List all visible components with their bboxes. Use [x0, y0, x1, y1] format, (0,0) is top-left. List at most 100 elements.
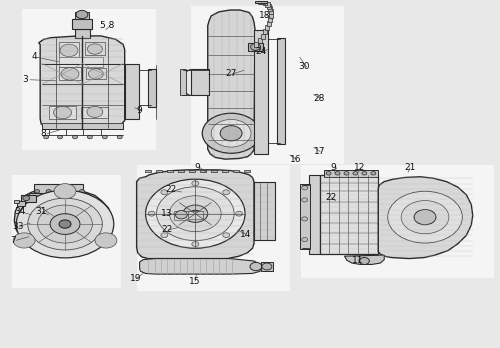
Circle shape	[58, 190, 62, 193]
Circle shape	[59, 220, 71, 228]
Circle shape	[250, 44, 260, 50]
Bar	[145, 169, 151, 172]
Circle shape	[183, 205, 208, 222]
Bar	[156, 169, 162, 172]
Text: 8: 8	[40, 129, 46, 138]
Circle shape	[161, 190, 168, 195]
Bar	[167, 169, 173, 172]
Bar	[18, 201, 25, 206]
Circle shape	[302, 217, 308, 221]
Circle shape	[16, 190, 114, 258]
Text: 9: 9	[136, 106, 142, 114]
Circle shape	[302, 186, 308, 190]
Circle shape	[146, 179, 245, 248]
Circle shape	[38, 205, 92, 243]
Bar	[81, 107, 108, 118]
Bar	[261, 34, 266, 39]
Text: 15: 15	[190, 277, 201, 285]
Bar	[308, 175, 320, 254]
Polygon shape	[378, 177, 473, 259]
Circle shape	[54, 184, 76, 199]
Bar	[324, 170, 378, 177]
Bar	[222, 169, 228, 172]
Bar	[86, 68, 106, 79]
Circle shape	[362, 172, 367, 175]
Circle shape	[202, 113, 260, 153]
Bar	[300, 164, 494, 278]
Polygon shape	[344, 255, 385, 264]
Bar	[263, 29, 268, 34]
Circle shape	[50, 214, 80, 235]
Text: 31: 31	[35, 207, 46, 216]
Circle shape	[401, 200, 449, 234]
Text: 21: 21	[404, 163, 415, 172]
Bar	[180, 69, 186, 95]
Bar	[261, 262, 274, 271]
Circle shape	[335, 172, 340, 175]
Text: 17: 17	[314, 147, 325, 156]
Circle shape	[28, 198, 102, 250]
Bar	[136, 164, 290, 291]
Bar	[258, 38, 262, 43]
Circle shape	[88, 69, 104, 79]
Bar	[254, 42, 258, 47]
Bar	[188, 211, 203, 219]
Circle shape	[54, 106, 72, 119]
Text: 12: 12	[354, 163, 366, 172]
Circle shape	[148, 211, 155, 216]
Bar	[174, 211, 190, 220]
Text: 28: 28	[314, 94, 325, 103]
Bar	[34, 184, 84, 194]
Bar	[210, 169, 216, 172]
Bar	[265, 25, 270, 30]
Bar	[263, 0, 268, 5]
Bar	[254, 182, 275, 240]
Circle shape	[76, 10, 88, 19]
Circle shape	[88, 44, 102, 54]
Text: 7: 7	[10, 236, 16, 245]
Bar	[22, 196, 36, 201]
Circle shape	[302, 238, 308, 242]
Text: 24: 24	[255, 47, 266, 56]
Bar	[254, 30, 268, 154]
Bar	[269, 13, 274, 18]
Bar	[48, 106, 76, 119]
Text: 3: 3	[22, 74, 28, 84]
Bar	[200, 169, 205, 172]
Bar	[12, 174, 120, 288]
Text: 14: 14	[240, 230, 252, 239]
Circle shape	[353, 172, 358, 175]
Bar	[192, 69, 208, 95]
Circle shape	[60, 44, 78, 57]
Text: 11: 11	[352, 256, 364, 266]
Circle shape	[102, 135, 108, 139]
Text: 16: 16	[290, 155, 302, 164]
Text: 33: 33	[12, 222, 24, 231]
Text: 18: 18	[259, 11, 270, 20]
Text: 22: 22	[166, 185, 176, 194]
Circle shape	[192, 242, 199, 246]
Bar	[268, 17, 272, 22]
Circle shape	[326, 172, 331, 175]
Text: 9: 9	[330, 163, 336, 172]
Bar	[190, 5, 344, 164]
Circle shape	[161, 233, 168, 238]
Bar	[58, 67, 81, 80]
Bar	[58, 42, 80, 57]
Bar	[260, 0, 265, 4]
Circle shape	[13, 233, 35, 248]
Circle shape	[87, 106, 103, 117]
Circle shape	[302, 198, 308, 202]
Circle shape	[80, 190, 84, 193]
Bar	[269, 9, 274, 14]
Circle shape	[58, 135, 62, 139]
Circle shape	[223, 190, 230, 195]
Circle shape	[211, 119, 251, 147]
Bar	[258, 0, 262, 4]
Circle shape	[414, 209, 436, 225]
Text: 19: 19	[130, 274, 141, 283]
Bar	[28, 193, 88, 198]
Circle shape	[262, 263, 272, 270]
Circle shape	[220, 126, 242, 141]
Circle shape	[117, 135, 122, 139]
